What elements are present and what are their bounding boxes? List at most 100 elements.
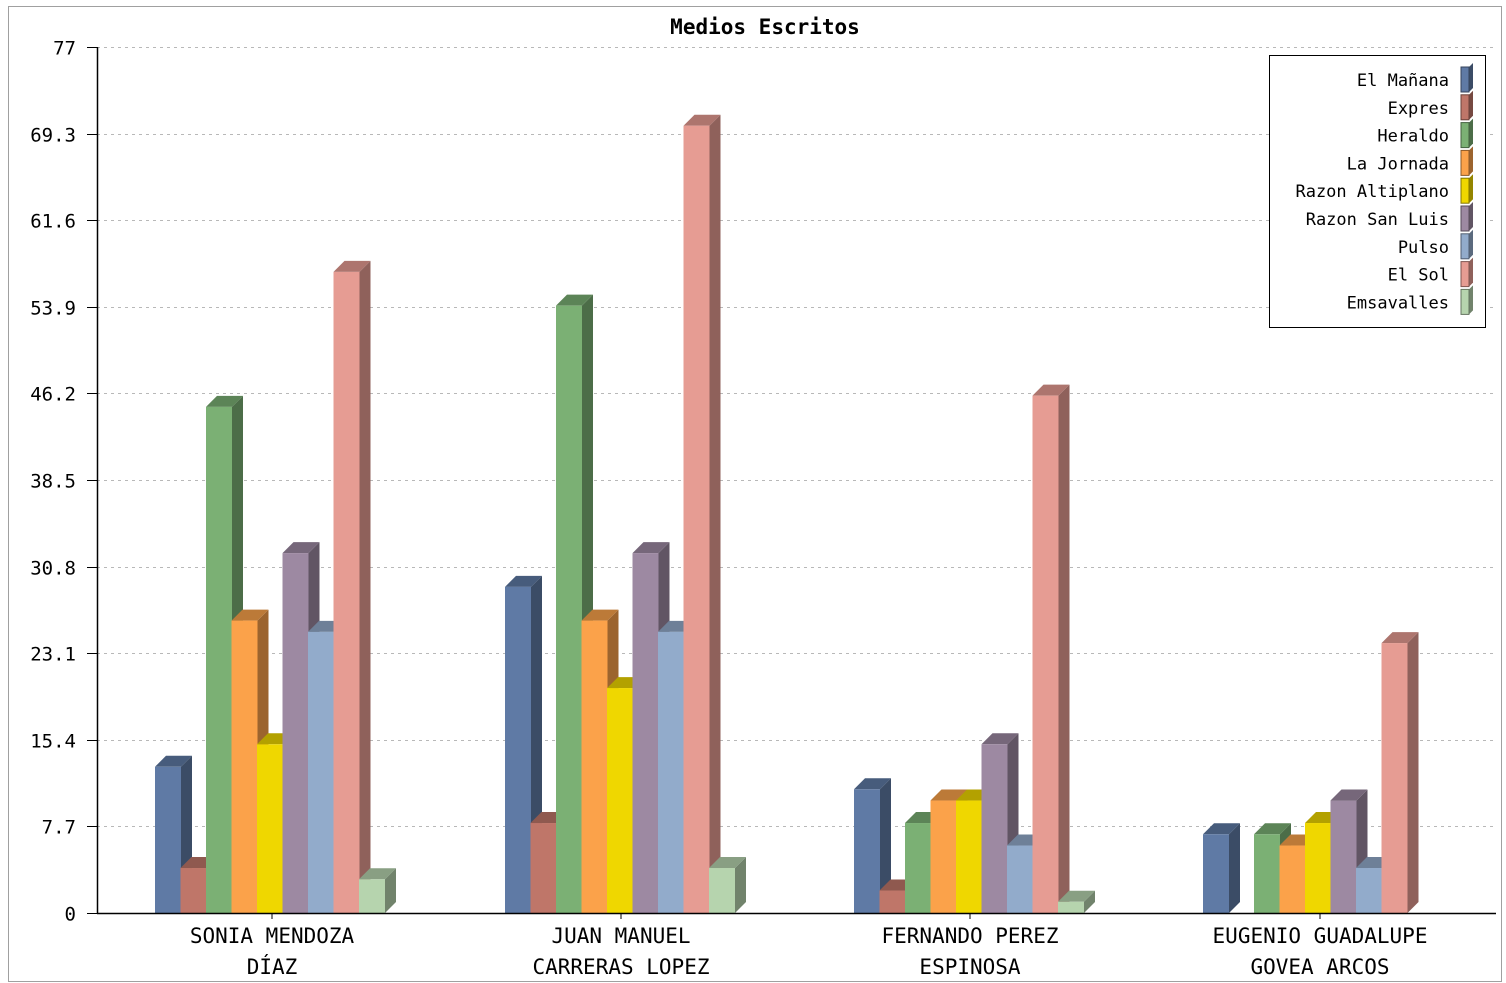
- y-tick-label: 15.4: [30, 731, 76, 753]
- bar-side: [880, 778, 891, 913]
- legend-label: El Mañana: [1357, 71, 1449, 91]
- bar: [1279, 845, 1306, 913]
- x-tick-label: CARRERAS LOPEZ: [532, 955, 709, 979]
- legend-swatch: [1460, 261, 1470, 288]
- bar: [556, 305, 582, 914]
- bar: [1058, 901, 1084, 913]
- bar: [632, 553, 659, 913]
- bar: [683, 125, 710, 913]
- bar-top: [556, 294, 593, 306]
- legend-swatch: [1460, 122, 1470, 149]
- bar-top: [1330, 789, 1368, 801]
- bar-top: [683, 114, 721, 126]
- legend-label: Heraldo: [1377, 127, 1449, 147]
- bar: [155, 766, 181, 913]
- bar: [257, 744, 283, 913]
- y-tick-label: 7.7: [42, 817, 76, 839]
- bar: [658, 631, 684, 913]
- y-tick-labels: 0 7.7 15.4 23.1 30.8 38.5 46.2 53.9 61.6 69.3 77: [30, 38, 97, 926]
- legend-swatch: [1460, 177, 1470, 204]
- x-category-labels: SONIA MENDOZA DÍAZ JUAN MANUEL CARRERAS LOP…: [190, 913, 1428, 979]
- y-tick-label: 77: [53, 38, 76, 60]
- legend-label: Pulso: [1398, 238, 1449, 258]
- x-tick-label: FERNANDO PEREZ: [881, 924, 1058, 948]
- bar: [981, 744, 1008, 913]
- bar-top: [1058, 890, 1095, 902]
- bar-top: [1254, 823, 1291, 835]
- bar: [505, 586, 531, 913]
- x-tick-label: GOVEA ARCOS: [1250, 955, 1389, 979]
- bar: [905, 823, 931, 913]
- x-tick-label: SONIA MENDOZA: [190, 924, 355, 948]
- legend-swatch-side: [1469, 229, 1473, 259]
- y-tick-label: 38.5: [30, 471, 76, 493]
- bar: [308, 631, 334, 913]
- legend-swatch-side: [1469, 202, 1473, 231]
- bar-top: [581, 609, 619, 621]
- legend: El Mañana Expres Heraldo La Jornada Razon Al…: [1269, 55, 1486, 328]
- x-tick-label: EUGENIO GUADALUPE: [1213, 924, 1428, 948]
- legend-label: Razon San Luis: [1306, 210, 1449, 230]
- bar: [1203, 834, 1229, 913]
- y-tick-label: 69.3: [30, 125, 76, 147]
- bar: [607, 688, 633, 913]
- legend-box: [1269, 55, 1486, 328]
- bar-top: [505, 575, 542, 587]
- bar: [956, 800, 982, 913]
- x-tick-label: ESPINOSA: [919, 955, 1021, 979]
- bar: [180, 868, 207, 913]
- bar: [333, 271, 360, 913]
- bar-top: [854, 778, 891, 790]
- bar-top: [155, 755, 192, 767]
- bar-side: [1058, 384, 1070, 913]
- y-tick-label: 23.1: [30, 644, 76, 666]
- bar-side: [735, 857, 746, 913]
- legend-label: Razon Altiplano: [1295, 182, 1449, 202]
- x-tick-label: DÍAZ: [247, 954, 298, 979]
- legend-swatch-side: [1469, 174, 1473, 204]
- y-tick-label: 61.6: [30, 211, 76, 233]
- legend-label: El Sol: [1388, 266, 1449, 286]
- legend-swatch-side: [1469, 146, 1473, 176]
- bar-top: [930, 789, 968, 801]
- legend-swatch-side: [1469, 118, 1473, 148]
- bar: [709, 868, 735, 913]
- bar: [1356, 868, 1382, 913]
- bar-top: [231, 609, 269, 621]
- y-tick-label: 46.2: [30, 384, 76, 406]
- bar: [530, 823, 557, 913]
- bar: [1007, 845, 1033, 913]
- bar-top: [359, 868, 396, 880]
- bar-side: [359, 260, 371, 913]
- bar: [854, 789, 880, 913]
- bar: [1381, 643, 1408, 913]
- bar-top: [282, 542, 320, 554]
- bar: [206, 406, 232, 913]
- bar: [1032, 395, 1059, 913]
- bars: [155, 114, 1419, 914]
- bar: [231, 620, 258, 913]
- bar-top: [1381, 632, 1419, 644]
- bar: [282, 553, 309, 913]
- bar-top: [632, 542, 670, 554]
- y-tick-label: 0: [65, 904, 76, 926]
- bar-side: [1407, 632, 1419, 913]
- x-tick-label: JUAN MANUEL: [551, 924, 690, 948]
- legend-swatch-side: [1469, 90, 1473, 120]
- bar-side: [385, 868, 396, 913]
- legend-swatch: [1460, 233, 1470, 260]
- bar: [1330, 800, 1357, 913]
- bar: [1305, 823, 1331, 913]
- bar-side: [1084, 890, 1095, 913]
- bar-top: [206, 395, 243, 407]
- y-tick-label: 53.9: [30, 298, 76, 320]
- legend-label: Expres: [1388, 99, 1449, 119]
- bar: [581, 620, 608, 913]
- bar-top: [981, 733, 1019, 745]
- bar-top: [709, 857, 746, 869]
- y-tick-label: 30.8: [30, 558, 76, 580]
- legend-swatch-side: [1469, 63, 1473, 92]
- bar-side: [1229, 823, 1240, 913]
- legend-swatch-side: [1469, 285, 1473, 315]
